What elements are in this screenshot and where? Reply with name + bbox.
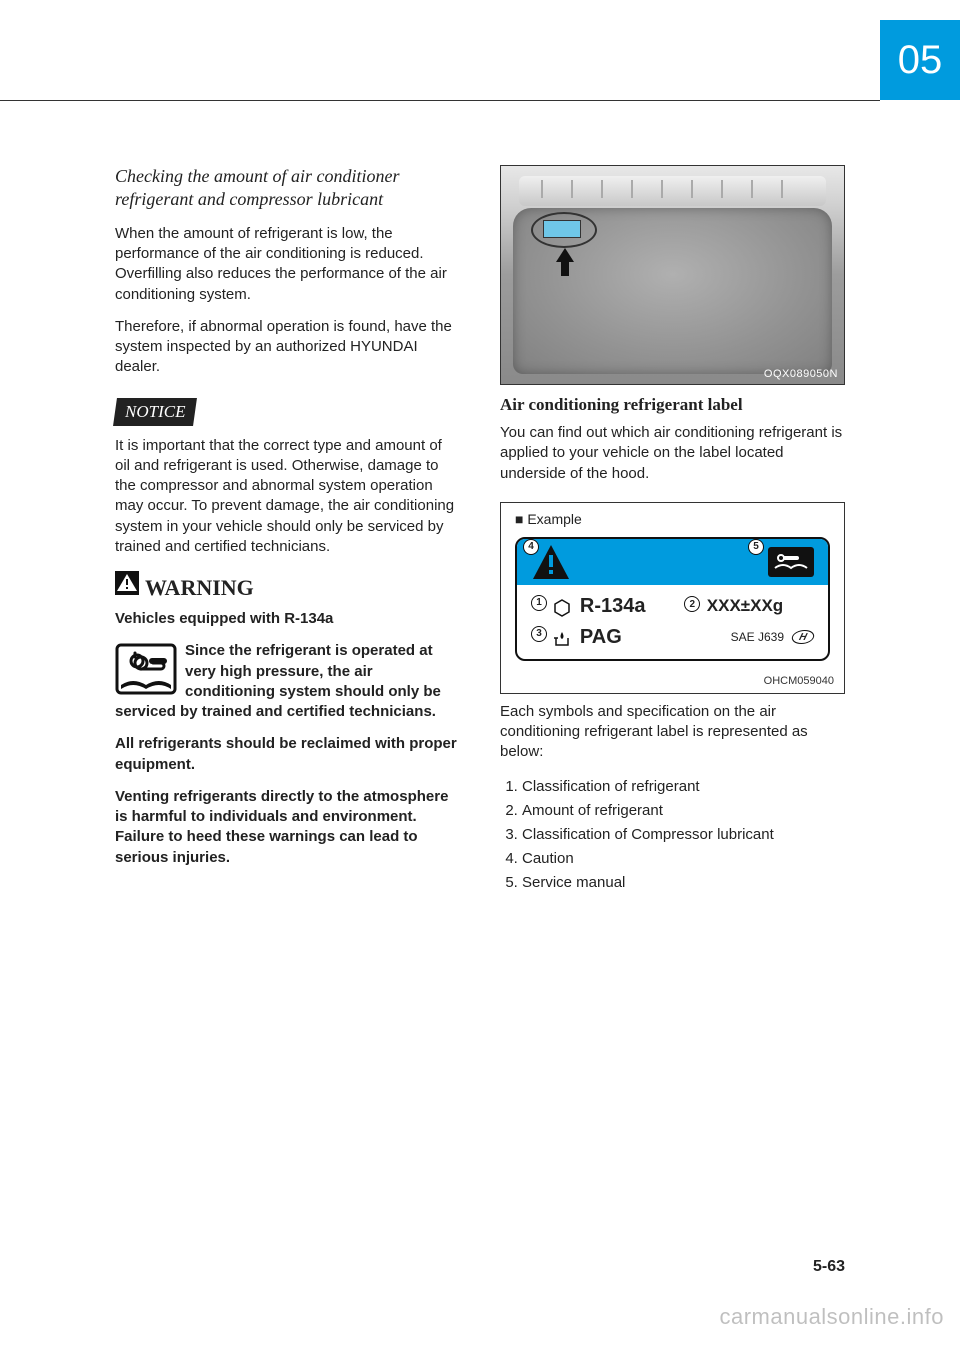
intro-paragraph-2: Therefore, if abnormal operation is foun… [115, 317, 460, 378]
page-content: Checking the amount of air conditioner r… [115, 165, 845, 895]
spec-row-2-left: 3 PAG [531, 626, 646, 649]
callout-1-num: 1 [531, 595, 547, 611]
callout-2-num: 2 [684, 596, 700, 612]
list-item: Caution [522, 847, 845, 871]
refrigerant-label-intro: You can find out which air conditioning … [500, 423, 845, 484]
list-item: Service manual [522, 871, 845, 895]
callout-5: 5 [748, 539, 766, 557]
warning-paragraph-2: All refrigerants should be reclaimed wit… [115, 734, 460, 775]
hood-slats [541, 180, 804, 198]
intro-paragraph-1: When the amount of refrigerant is low, t… [115, 224, 460, 305]
section-title: Checking the amount of air conditioner r… [115, 165, 460, 212]
notice-text: It is important that the correct type an… [115, 436, 460, 558]
callout-4-num: 4 [523, 539, 539, 555]
header-rule [0, 100, 880, 101]
arrow-stem [561, 260, 569, 276]
warning-subheading: Vehicles equipped with R-134a [115, 609, 460, 629]
refrigerant-molecule-icon [553, 599, 571, 617]
warning-header: WARNING [115, 571, 460, 601]
ac-label-diagram: 4 5 1 R-134a [515, 537, 830, 661]
ac-label-top-bar: 4 5 [517, 539, 828, 585]
hood-label-location-figure: OQX089050N [500, 165, 845, 385]
hyundai-logo-icon: H [790, 630, 816, 644]
refrigerant-label-highlight [543, 220, 581, 238]
list-item: Classification of refrigerant [522, 775, 845, 799]
warning-triangle-icon [115, 571, 139, 595]
figure-code-2: OHCM059040 [764, 675, 834, 687]
figure-code-1: OQX089050N [764, 368, 838, 380]
sae-row: SAE J639 H [684, 630, 814, 644]
lubricant-drop-icon [553, 630, 571, 648]
right-column: OQX089050N Air conditioning refrigerant … [500, 165, 845, 895]
callout-3-num: 3 [531, 626, 547, 642]
example-title: ■ Example [515, 511, 830, 527]
refrigerant-label-heading: Air conditioning refrigerant label [500, 395, 845, 415]
service-manual-icon [115, 643, 177, 695]
refrigerant-type: R-134a [580, 595, 646, 617]
callout-4: 4 [523, 539, 541, 557]
service-book-icon [768, 547, 814, 577]
symbols-list: Classification of refrigerant Amount of … [500, 775, 845, 895]
notice-label: NOTICE [125, 402, 185, 422]
left-column: Checking the amount of air conditioner r… [115, 165, 460, 895]
page-number: 5-63 [813, 1258, 845, 1276]
callout-5-num: 5 [748, 539, 764, 555]
list-item: Classification of Compressor lubricant [522, 823, 845, 847]
chapter-tab: 05 [880, 20, 960, 100]
warning-paragraph-3: Venting refrigerants directly to the atm… [115, 787, 460, 868]
spec-row-1-right: 2 XXX±XXg [684, 596, 783, 616]
refrigerant-amount: XXX±XXg [707, 596, 783, 615]
symbols-intro: Each symbols and specification on the ai… [500, 702, 845, 763]
ac-label-body: 1 R-134a 2 XXX±XXg 3 [517, 585, 828, 659]
notice-badge: NOTICE [113, 398, 197, 426]
watermark: carmanualsonline.info [719, 1304, 944, 1330]
lubricant-type: PAG [580, 626, 622, 648]
spec-row-1-left: 1 R-134a [531, 595, 646, 618]
warning-label: WARNING [145, 575, 254, 601]
warning-paragraph-1: Since the refrigerant is operated at ver… [115, 641, 460, 722]
example-label-figure: ■ Example 4 5 [500, 502, 845, 694]
sae-standard: SAE J639 [731, 630, 784, 644]
list-item: Amount of refrigerant [522, 799, 845, 823]
